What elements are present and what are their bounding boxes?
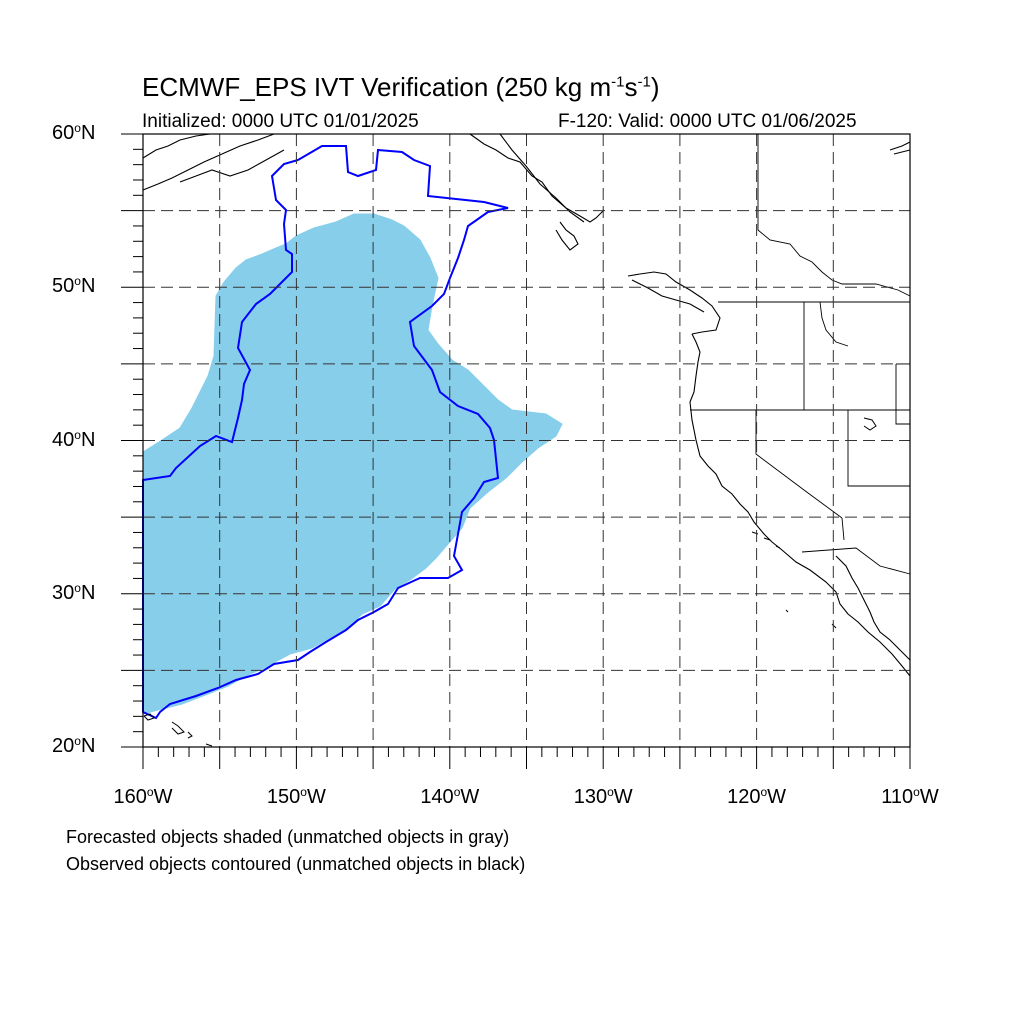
observed-object-contour bbox=[142, 145, 509, 720]
forecast-object-shaded bbox=[142, 213, 563, 715]
valid-time: F-120: Valid: 0000 UTC 01/06/2025 bbox=[558, 111, 857, 132]
longitude-label: 130oW bbox=[573, 785, 633, 808]
footer-forecast-note: Forecasted objects shaded (unmatched obj… bbox=[66, 827, 510, 847]
map-frame bbox=[121, 133, 911, 769]
political-borders bbox=[690, 134, 911, 575]
latitude-label: 40oN bbox=[52, 427, 96, 451]
longitude-label: 140oW bbox=[420, 785, 480, 808]
latitude-label: 30oN bbox=[52, 580, 96, 604]
latitude-label: 20oN bbox=[52, 734, 96, 757]
coastlines bbox=[142, 133, 911, 677]
longitude-label: 110oW bbox=[881, 785, 939, 808]
initialized-time: Initialized: 0000 UTC 01/01/2025 bbox=[142, 111, 419, 132]
islands bbox=[143, 417, 877, 747]
longitude-label: 150oW bbox=[266, 785, 326, 808]
map-title: ECMWF_EPS IVT Verification (250 kg m-1s-… bbox=[142, 72, 660, 102]
latitude-label: 50oN bbox=[52, 274, 96, 298]
footer-observed-note: Observed objects contoured (unmatched ob… bbox=[66, 854, 526, 874]
gridlines bbox=[143, 134, 910, 747]
axis-ticks bbox=[121, 133, 911, 769]
longitude-label: 160oW bbox=[113, 785, 173, 808]
longitude-label: 120oW bbox=[727, 785, 787, 808]
latitude-label: 60oN bbox=[52, 121, 96, 144]
